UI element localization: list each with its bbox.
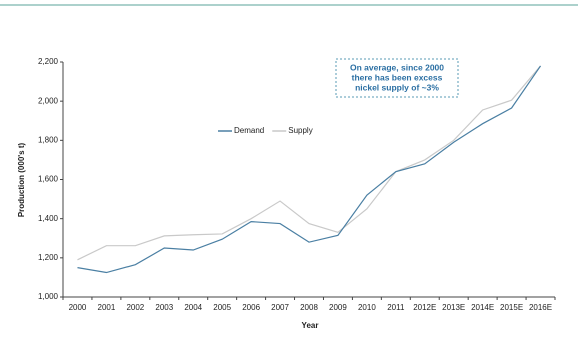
x-tick-label: 2003 bbox=[155, 303, 173, 312]
annotation-text: nickel supply of ~3% bbox=[355, 82, 439, 92]
x-tick-label: 2015E bbox=[500, 303, 523, 312]
x-tick-label: 2007 bbox=[271, 303, 289, 312]
x-tick-label: 2011 bbox=[387, 303, 405, 312]
x-tick-label: 2012E bbox=[413, 303, 436, 312]
annotation-text: there has been excess bbox=[352, 72, 443, 82]
series-line bbox=[77, 65, 542, 274]
x-tick-label: 2016E bbox=[529, 303, 552, 312]
x-tick-label: 2013E bbox=[442, 303, 465, 312]
x-tick-label: 2006 bbox=[242, 303, 260, 312]
y-tick-label: 1,000 bbox=[38, 292, 59, 301]
legend-label: Demand bbox=[234, 126, 264, 135]
y-tick-label: 1,400 bbox=[38, 214, 59, 223]
annotation-text: On average, since 2000 bbox=[350, 62, 444, 72]
annotation-box bbox=[335, 58, 459, 98]
x-tick-label: 2005 bbox=[213, 303, 231, 312]
y-tick-label: 2,000 bbox=[38, 96, 59, 105]
series-line bbox=[77, 65, 541, 261]
y-tick-label: 1,800 bbox=[38, 135, 59, 144]
x-tick-label: 2010 bbox=[358, 303, 376, 312]
x-tick-label: 2004 bbox=[184, 303, 202, 312]
x-tick-label: 2008 bbox=[300, 303, 318, 312]
legend-label: Supply bbox=[288, 126, 312, 135]
y-axis-label: Production (000's t) bbox=[17, 142, 26, 217]
x-axis-label: Year bbox=[302, 321, 319, 330]
y-tick-label: 1,200 bbox=[38, 253, 59, 262]
x-tick-label: 2001 bbox=[98, 303, 116, 312]
x-tick-label: 2009 bbox=[329, 303, 347, 312]
x-tick-label: 2014E bbox=[471, 303, 494, 312]
x-tick-label: 2002 bbox=[126, 303, 144, 312]
x-tick-label: 2000 bbox=[69, 303, 87, 312]
y-tick-label: 2,200 bbox=[38, 57, 59, 66]
y-tick-label: 1,600 bbox=[38, 175, 59, 184]
